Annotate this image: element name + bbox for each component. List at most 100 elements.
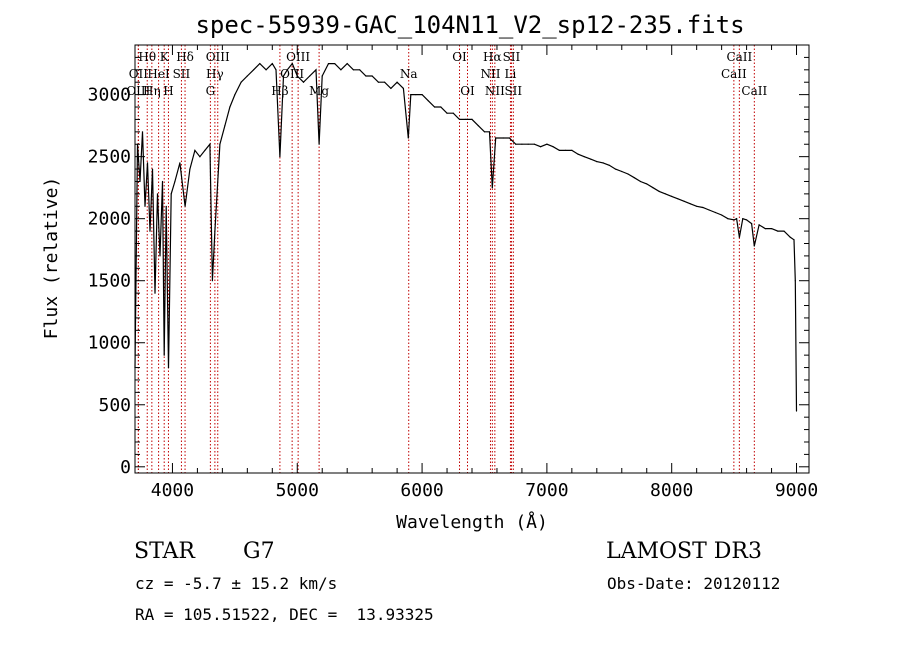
line-label-12: OIII	[286, 50, 310, 64]
data-point-63	[421, 94, 423, 96]
chart-title: spec-55939-GAC_104N11_V2_sp12-235.fits	[195, 11, 744, 39]
data-point-90	[583, 156, 585, 158]
x-axis-label: Wavelength (Å)	[396, 511, 548, 533]
data-point-35	[271, 63, 273, 65]
data-point-98	[633, 177, 635, 179]
data-point-6	[149, 230, 151, 232]
data-point-55	[377, 81, 379, 83]
line-label-3: K	[160, 50, 170, 64]
y-axis-label: Flux (relative)	[41, 177, 62, 340]
line-label-23: NII	[485, 84, 505, 98]
data-point-17	[179, 162, 181, 164]
data-point-49	[340, 69, 342, 71]
data-point-56	[384, 81, 386, 83]
data-point-66	[440, 106, 442, 108]
x-tick-label-3: 7000	[525, 480, 568, 501]
data-point-91	[590, 158, 592, 160]
data-point-115	[736, 218, 738, 220]
data-point-27	[224, 125, 226, 127]
data-point-58	[396, 81, 398, 83]
data-point-101	[652, 187, 654, 189]
y-tick-label-6: 3000	[88, 85, 131, 106]
data-point-82	[533, 143, 536, 145]
data-point-45	[318, 143, 320, 145]
y-tick-label-5: 2500	[88, 147, 131, 168]
data-point-64	[427, 100, 429, 102]
data-point-18	[184, 205, 186, 207]
data-point-5	[146, 162, 149, 164]
data-point-81	[527, 143, 529, 145]
line-label-24: SII	[504, 84, 522, 98]
data-point-14	[167, 367, 170, 369]
line-label-10: Hγ	[206, 67, 224, 81]
data-point-52	[359, 69, 361, 71]
y-tick-label-4: 2000	[88, 209, 131, 230]
data-point-50	[346, 63, 348, 65]
axis-ticks: 4000 5000 6000 7000 8000 9000 0 500 1000 1500 2000…	[88, 45, 818, 501]
line-label-13: OIII	[280, 67, 304, 81]
data-point-108	[696, 205, 698, 207]
data-point-87	[565, 149, 567, 151]
data-point-8	[154, 292, 156, 294]
data-point-68	[452, 112, 454, 114]
data-point-36	[275, 69, 277, 71]
data-point-109	[702, 206, 704, 209]
data-point-83	[540, 146, 542, 148]
spectral-line-markers	[137, 45, 755, 473]
data-point-128	[794, 280, 796, 282]
data-point-72	[477, 125, 479, 127]
data-point-9	[156, 193, 159, 195]
data-point-51	[352, 69, 354, 71]
line-label-20: SII	[503, 50, 521, 64]
data-point-33	[259, 63, 261, 65]
line-label-27: CaII	[741, 84, 767, 98]
data-point-75	[491, 187, 493, 189]
data-point-99	[639, 180, 642, 183]
data-point-96	[621, 170, 623, 173]
x-tick-label-0: 4000	[151, 480, 194, 501]
data-point-13	[165, 205, 167, 207]
data-point-95	[614, 168, 617, 170]
data-point-60	[407, 137, 409, 139]
data-point-84	[546, 143, 548, 145]
data-point-44	[315, 69, 317, 71]
data-point-117	[742, 218, 744, 220]
data-point-54	[371, 75, 373, 77]
data-point-34	[265, 69, 267, 71]
data-point-43	[309, 75, 311, 77]
data-point-97	[627, 173, 629, 175]
line-label-16: Na	[400, 67, 418, 81]
data-point-22	[204, 149, 206, 151]
coordinates: RA = 105.51522, DEC = 13.93325	[135, 605, 434, 624]
data-point-47	[327, 63, 330, 65]
object-subclass: G7	[243, 539, 275, 564]
data-point-114	[733, 219, 735, 221]
line-label-14: Hβ	[271, 84, 288, 98]
data-point-4	[144, 205, 146, 207]
data-point-112	[721, 214, 723, 216]
data-point-37	[279, 156, 281, 158]
data-point-120	[753, 245, 755, 247]
data-point-69	[458, 118, 461, 120]
data-point-73	[483, 131, 486, 133]
data-point-80	[521, 143, 523, 145]
data-point-102	[658, 190, 660, 192]
data-point-7	[151, 168, 154, 170]
data-point-74	[488, 131, 491, 133]
data-point-89	[577, 153, 579, 155]
data-point-26	[219, 143, 221, 145]
data-point-118	[746, 219, 748, 221]
data-point-107	[689, 203, 692, 205]
x-tick-label-2: 6000	[400, 480, 443, 501]
line-label-2: OIII	[126, 84, 150, 98]
data-point-30	[240, 81, 242, 83]
spectrum-series	[134, 62, 798, 412]
data-point-110	[708, 209, 710, 211]
data-point-76	[495, 137, 497, 139]
x-tick-label-4: 8000	[650, 480, 693, 501]
data-point-65	[434, 106, 436, 108]
y-tick-label-1: 500	[98, 395, 131, 416]
line-label-0: Hθ	[138, 50, 156, 64]
